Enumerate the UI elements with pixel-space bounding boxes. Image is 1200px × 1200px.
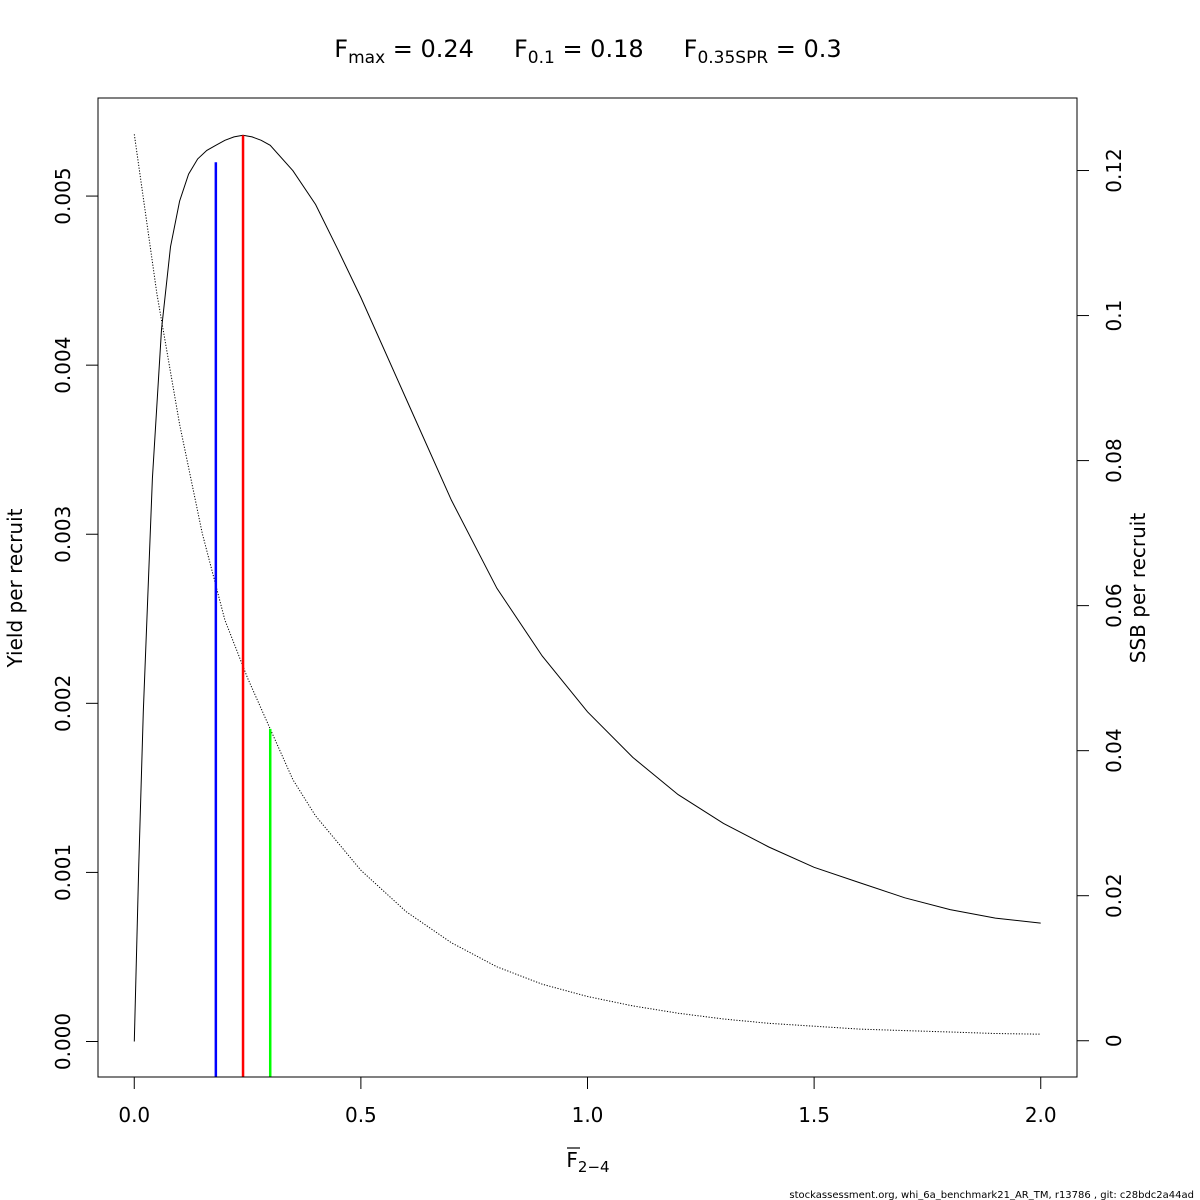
series-layer [133, 134, 1041, 1042]
y-axis-right: 0 0.02 0.04 0.06 0.08 0.1 0.12 [1077, 148, 1126, 1047]
y-left-tick-label: 0.005 [51, 167, 75, 224]
y-left-tick-label: 0.001 [51, 844, 75, 901]
series-line-0 [133, 134, 1041, 1042]
y-left-tick-label: 0.004 [51, 337, 75, 394]
y-left-tick-label: 0.002 [51, 675, 75, 732]
x-axis-label: F2−4 [566, 1148, 609, 1176]
y-right-tick-label: 0.02 [1102, 873, 1126, 918]
title-part-0-main: F [334, 35, 348, 63]
x-tick-label: 1.0 [572, 1103, 604, 1127]
title-part-1-main: F [514, 35, 528, 63]
reference-lines-layer [214, 135, 272, 1077]
x-axis: 0.0 0.5 1.0 1.5 2.0 [118, 1076, 1057, 1127]
x-tick-label: 1.5 [798, 1103, 830, 1127]
series-line-1 [133, 134, 1041, 1035]
title-part-1-value: = 0.18 [555, 35, 644, 63]
title-part-1-sub: 0.1 [528, 48, 555, 68]
y-right-tick-label: 0.1 [1102, 300, 1126, 332]
y-axis-right-label: SSB per recruit [1126, 513, 1150, 664]
title-part-2-value: = 0.3 [768, 35, 842, 63]
y-left-tick-label: 0.003 [51, 506, 75, 563]
x-tick-label: 2.0 [1025, 1103, 1057, 1127]
plot-frame [97, 97, 1078, 1078]
y-right-tick-label: 0.06 [1102, 583, 1126, 628]
y-right-tick-label: 0.04 [1102, 728, 1126, 773]
chart-title: Fmax = 0.24 F0.1 = 0.18 F0.35SPR = 0.3 [334, 35, 841, 68]
y-right-tick-label: 0.08 [1102, 438, 1126, 483]
title-part-2-sub: 0.35SPR [697, 48, 768, 68]
y-axis-left: 0.000 0.001 0.002 0.003 0.004 0.005 [51, 167, 98, 1070]
y-right-tick-label: 0.12 [1102, 148, 1126, 193]
x-tick-label: 0.0 [118, 1103, 150, 1127]
x-label-sub: 2−4 [578, 1158, 610, 1176]
title-part-2-main: F [684, 35, 698, 63]
y-left-tick-label: 0.000 [51, 1013, 75, 1070]
x-label-main: F [566, 1148, 578, 1172]
y-axis-left-label: Yield per recruit [3, 508, 27, 668]
title-part-0-value: = 0.24 [385, 35, 474, 63]
y-right-tick-label: 0 [1102, 1034, 1126, 1047]
title-part-0-sub: max [348, 48, 385, 68]
footer-credit: stockassessment.org, whi_6a_benchmark21_… [789, 1190, 1194, 1200]
x-tick-label: 0.5 [345, 1103, 377, 1127]
